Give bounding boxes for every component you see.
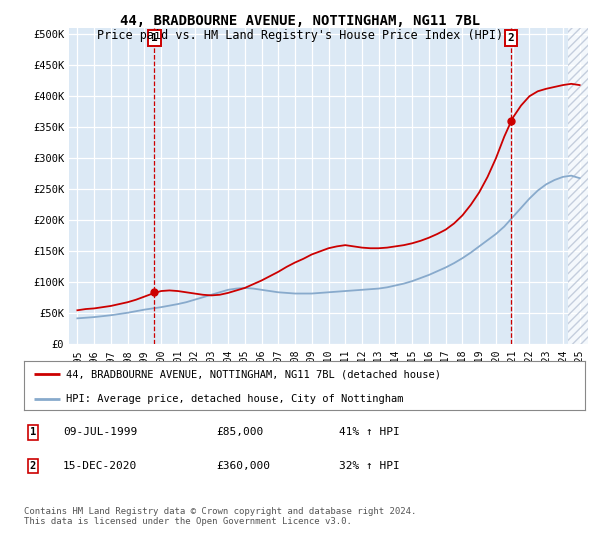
Text: HPI: Average price, detached house, City of Nottingham: HPI: Average price, detached house, City…	[66, 394, 404, 404]
Text: 09-JUL-1999: 09-JUL-1999	[63, 427, 137, 437]
Text: 15-DEC-2020: 15-DEC-2020	[63, 461, 137, 471]
Text: 1: 1	[30, 427, 36, 437]
Text: £360,000: £360,000	[216, 461, 270, 471]
Text: 44, BRADBOURNE AVENUE, NOTTINGHAM, NG11 7BL: 44, BRADBOURNE AVENUE, NOTTINGHAM, NG11 …	[120, 14, 480, 28]
Text: 1: 1	[151, 32, 158, 43]
Text: 2: 2	[508, 32, 514, 43]
Text: Contains HM Land Registry data © Crown copyright and database right 2024.
This d: Contains HM Land Registry data © Crown c…	[24, 507, 416, 526]
Text: £85,000: £85,000	[216, 427, 263, 437]
Text: 44, BRADBOURNE AVENUE, NOTTINGHAM, NG11 7BL (detached house): 44, BRADBOURNE AVENUE, NOTTINGHAM, NG11 …	[66, 370, 441, 380]
Text: Price paid vs. HM Land Registry's House Price Index (HPI): Price paid vs. HM Land Registry's House …	[97, 29, 503, 42]
Text: 41% ↑ HPI: 41% ↑ HPI	[339, 427, 400, 437]
Text: 32% ↑ HPI: 32% ↑ HPI	[339, 461, 400, 471]
Text: 2: 2	[30, 461, 36, 471]
